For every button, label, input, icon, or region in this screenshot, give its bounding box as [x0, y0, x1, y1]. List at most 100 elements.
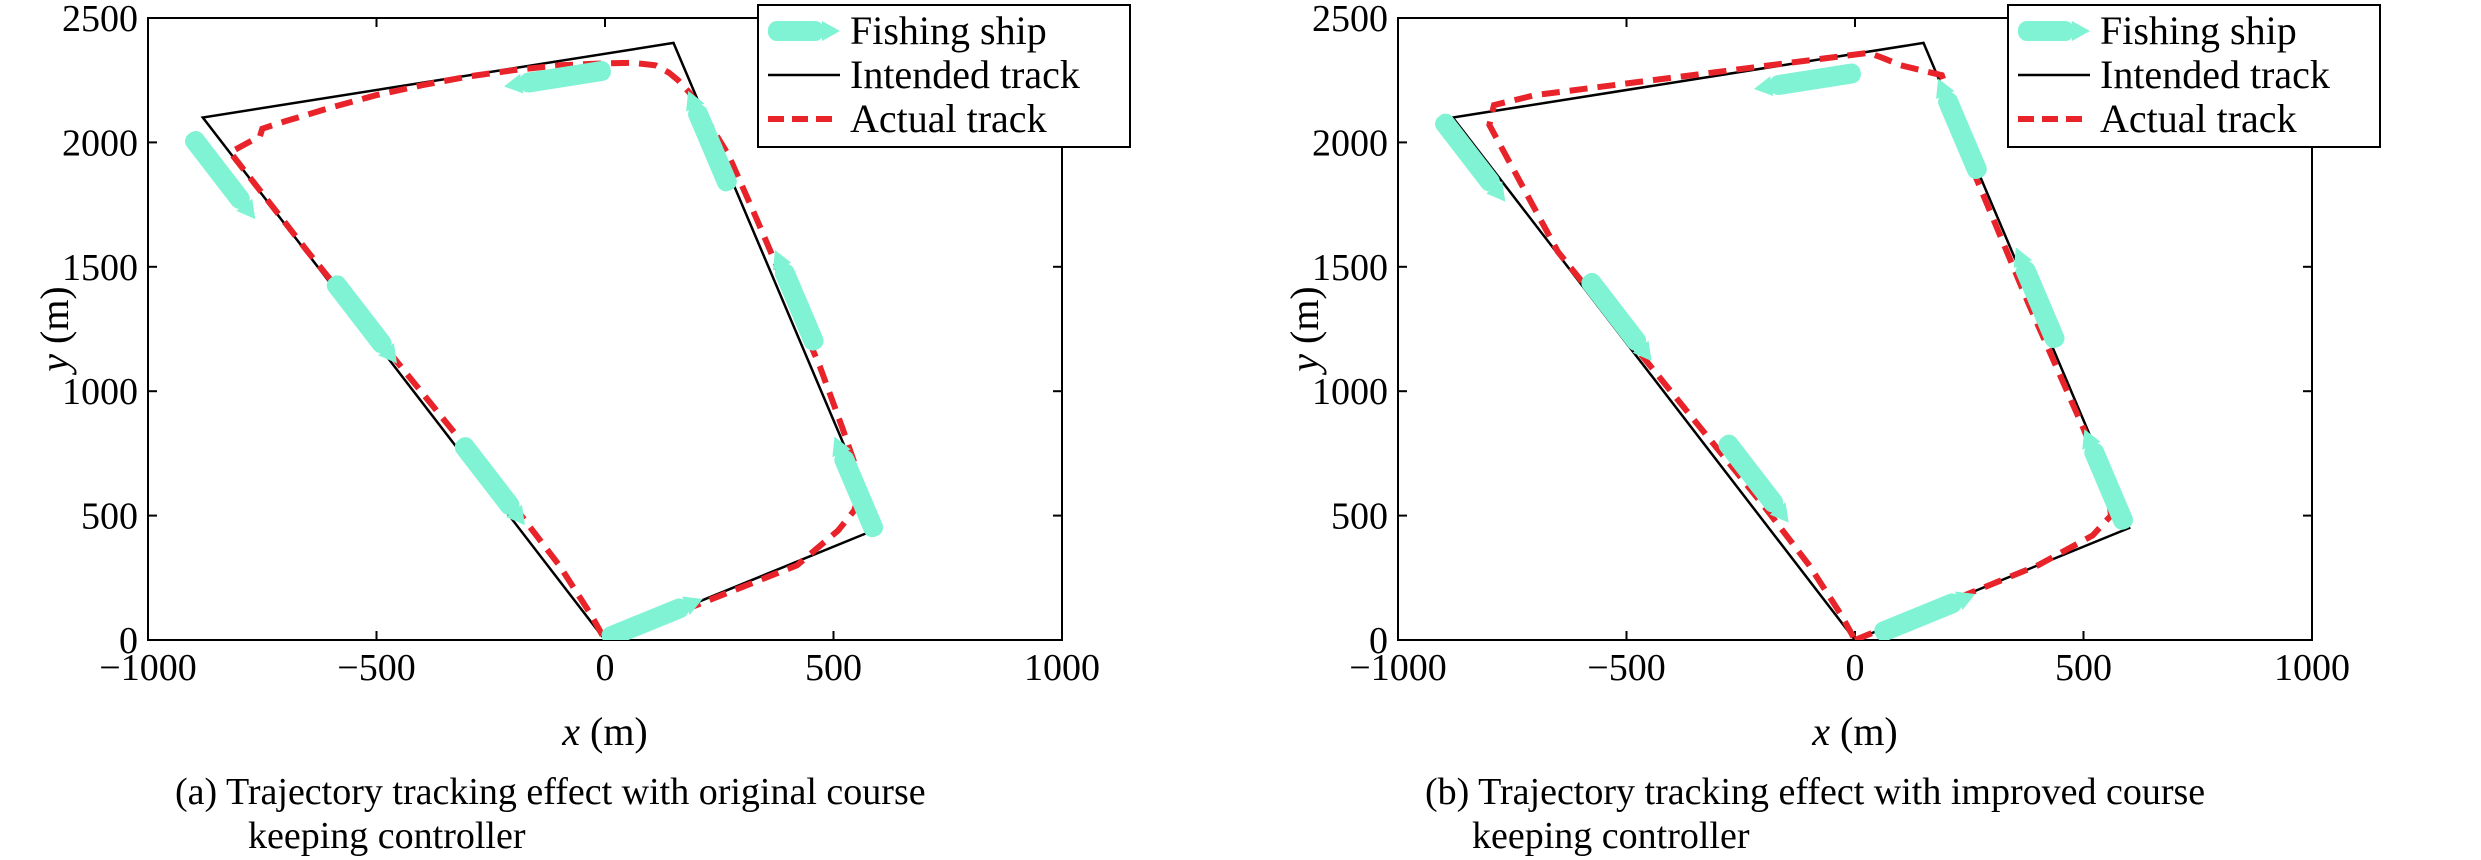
- fishing-ship-marker: [772, 250, 824, 351]
- y-axis-label: y (m): [32, 286, 77, 376]
- ship-hull: [1769, 63, 1861, 96]
- x-tick-label: 500: [805, 647, 862, 689]
- ship-bow: [686, 90, 705, 112]
- ship-hull: [1581, 272, 1647, 351]
- fishing-ship-marker: [1936, 78, 1987, 179]
- caption-a-line2: keeping controller: [248, 815, 526, 857]
- ship-bow: [1769, 502, 1789, 523]
- legend-label-intended-track: Intended track: [2100, 52, 2330, 97]
- ship-bow: [772, 250, 792, 271]
- chart-panel-b: −1000 −500 0 500 1000 0 500 1000 1500 2000 2500 x…: [1282, 0, 2381, 857]
- ship-hull: [1938, 92, 1987, 179]
- caption-a: (a) Trajectory tracking effect with orig…: [175, 771, 926, 813]
- actual-track-line: [225, 59, 865, 640]
- ship-bow: [1632, 340, 1652, 361]
- fishing-ship-marker: [454, 437, 525, 526]
- x-axis-label: x (m): [561, 709, 648, 754]
- legend-ship-swatch: [2018, 21, 2090, 41]
- y-tick-label: 2500: [1312, 0, 1388, 40]
- ship-bow: [1954, 591, 1976, 611]
- x-tick-label: −1000: [1349, 647, 1446, 689]
- x-tick-label: 0: [596, 647, 615, 689]
- y-tick-label: 500: [81, 496, 138, 538]
- ship-bow: [2082, 429, 2101, 450]
- ship-bow: [682, 596, 703, 616]
- chart-panel-a: −1000 −500 0 500 1000 0 500 1000 1500 2000 2500 x…: [32, 0, 1131, 857]
- x-tick-labels: −1000 −500 0 500 1000: [99, 647, 1100, 689]
- y-tick-label: 1000: [62, 371, 138, 413]
- ship-bow: [503, 73, 524, 94]
- ship-hull: [326, 275, 392, 354]
- ship-hull: [2015, 261, 2065, 349]
- x-tick-label: 1000: [2274, 647, 2350, 689]
- legend-label-fishing-ship: Fishing ship: [2100, 8, 2297, 53]
- ship-bow: [1486, 181, 1506, 202]
- ship-hull: [688, 104, 737, 192]
- ship-hull: [2084, 442, 2134, 530]
- ship-hull: [1874, 593, 1962, 640]
- ship-hull: [1718, 434, 1784, 513]
- fishing-ship-marker: [832, 436, 884, 538]
- ship-hull: [774, 263, 824, 351]
- ship-bow: [1753, 76, 1774, 97]
- y-tick-label: 1500: [62, 247, 138, 289]
- caption-b-line2: keeping controller: [1472, 815, 1750, 857]
- ship-hull: [185, 131, 250, 209]
- legend-label-intended-track: Intended track: [850, 52, 1080, 97]
- fishing-ship-marker: [2082, 429, 2134, 530]
- x-tick-label: 0: [1846, 647, 1865, 689]
- plot-content: [1435, 41, 2134, 640]
- y-tick-label: 2000: [62, 122, 138, 164]
- fishing-ship-marker: [185, 131, 256, 220]
- fishing-ship-marker: [2013, 247, 2065, 349]
- legend-label-actual-track: Actual track: [850, 96, 1047, 141]
- y-tick-label: 0: [1369, 620, 1388, 662]
- y-tick-label: 500: [1331, 496, 1388, 538]
- fishing-ship-marker: [503, 60, 611, 94]
- y-tick-label: 0: [119, 620, 138, 662]
- y-tick-label: 1000: [1312, 371, 1388, 413]
- fishing-ship-markers: [1435, 63, 2134, 640]
- legend-ship-swatch: [768, 21, 840, 41]
- x-tick-label: 1000: [1024, 647, 1100, 689]
- y-tick-label: 2500: [62, 0, 138, 40]
- x-axis-label: x (m): [1811, 709, 1898, 754]
- y-tick-label: 2000: [1312, 122, 1388, 164]
- ship-hull: [1435, 113, 1500, 192]
- legend-label-actual-track: Actual track: [2100, 96, 2297, 141]
- fishing-ship-marker: [1435, 113, 1506, 202]
- ship-bow: [378, 343, 397, 364]
- y-tick-labels: 0 500 1000 1500 2000 2500: [1312, 0, 1388, 662]
- ship-hull: [601, 598, 689, 640]
- x-tick-label: 500: [2055, 647, 2112, 689]
- ship-hull: [454, 437, 520, 515]
- x-tick-labels: −1000 −500 0 500 1000: [1349, 647, 2350, 689]
- ship-bow: [1936, 78, 1955, 99]
- fishing-ship-marker: [326, 275, 397, 364]
- ship-hull: [834, 450, 884, 538]
- fishing-ship-marker: [1718, 434, 1789, 523]
- caption-b: (b) Trajectory tracking effect with impr…: [1425, 771, 2205, 813]
- ship-bow: [2013, 247, 2033, 269]
- y-tick-label: 1500: [1312, 247, 1388, 289]
- fishing-ship-markers: [185, 60, 884, 640]
- legend: Fishing ship Intended track Actual track: [2007, 4, 2381, 148]
- x-tick-label: −500: [1587, 647, 1665, 689]
- ship-hull: [519, 60, 611, 93]
- ship-bow: [506, 504, 525, 526]
- fishing-ship-marker: [686, 90, 737, 192]
- fishing-ship-marker: [1874, 591, 1976, 640]
- fishing-ship-marker: [601, 596, 703, 640]
- fishing-ship-marker: [1753, 63, 1861, 97]
- fishing-ship-marker: [1581, 272, 1652, 361]
- y-tick-labels: 0 500 1000 1500 2000 2500: [62, 0, 138, 662]
- ship-bow: [832, 436, 851, 458]
- ship-bow: [236, 198, 256, 220]
- plot-content: [185, 41, 884, 640]
- legend: Fishing ship Intended track Actual track: [757, 4, 1131, 148]
- x-tick-label: −1000: [99, 647, 196, 689]
- legend-label-fishing-ship: Fishing ship: [850, 8, 1047, 53]
- x-tick-label: −500: [337, 647, 415, 689]
- y-axis-label: y (m): [1282, 286, 1327, 376]
